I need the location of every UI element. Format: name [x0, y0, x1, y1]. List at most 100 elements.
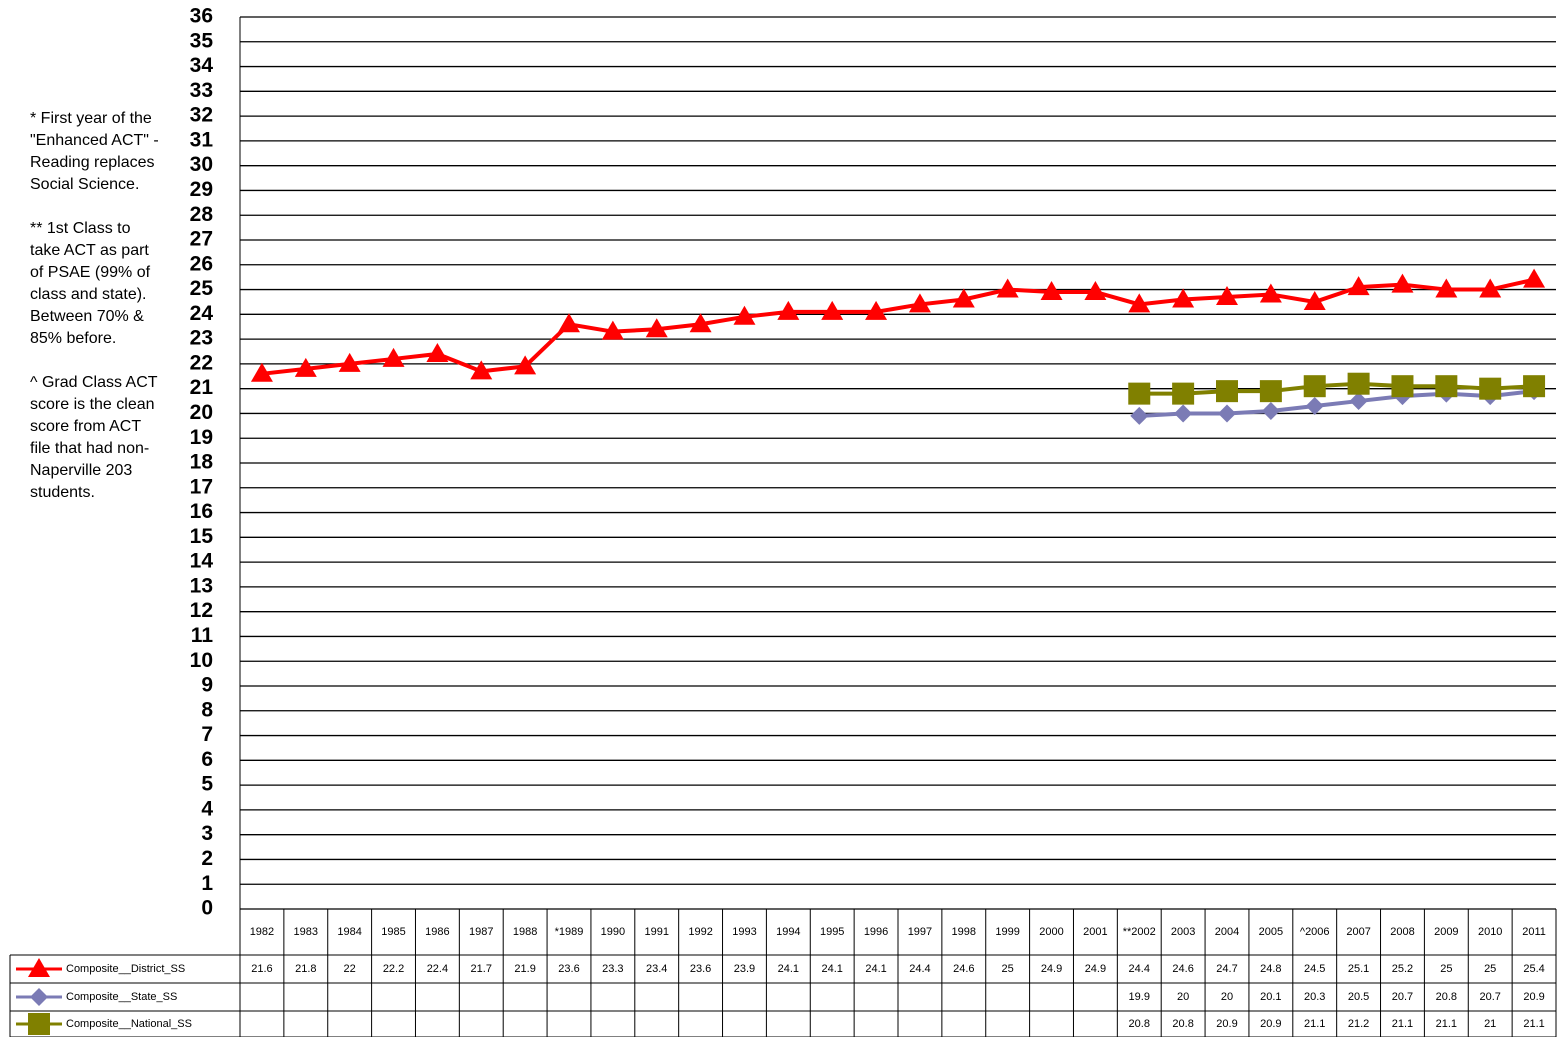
x-tick-label: 1999 — [995, 926, 1019, 938]
marker — [777, 300, 800, 320]
y-tick-label: 24 — [190, 302, 214, 325]
table-value: 24.9 — [1085, 963, 1106, 975]
y-tick-label: 26 — [190, 252, 213, 275]
y-tick-label: 11 — [191, 624, 214, 647]
y-tick-label: 17 — [190, 475, 213, 498]
marker — [996, 278, 1019, 298]
x-tick-label: 2011 — [1522, 926, 1546, 938]
x-tick-label: 2004 — [1215, 926, 1239, 938]
x-tick-label: 1997 — [908, 926, 932, 938]
marker — [1435, 375, 1458, 398]
table-value: 21.1 — [1436, 1018, 1457, 1030]
marker — [1349, 392, 1368, 411]
marker — [689, 313, 712, 333]
y-tick-label: 33 — [190, 79, 213, 102]
y-tick-label: 0 — [201, 897, 213, 920]
table-value: 23.4 — [646, 963, 667, 975]
marker — [1305, 397, 1324, 416]
x-tick-label: 2001 — [1083, 926, 1107, 938]
marker — [1216, 285, 1238, 305]
y-tick-label: 13 — [190, 574, 213, 597]
x-tick-label: 1986 — [425, 926, 449, 938]
y-tick-label: 12 — [190, 599, 213, 622]
marker — [821, 300, 844, 320]
y-tick-label: 31 — [190, 128, 214, 151]
y-tick-label: 15 — [190, 525, 214, 548]
marker — [514, 355, 537, 375]
table-value: 21.9 — [514, 963, 535, 975]
marker — [1040, 281, 1063, 301]
marker — [470, 360, 493, 380]
marker — [1479, 377, 1502, 400]
y-tick-label: 16 — [190, 500, 213, 523]
marker — [1128, 382, 1151, 405]
table-value: 25 — [1484, 963, 1496, 975]
y-tick-label: 23 — [190, 327, 213, 350]
y-tick-label: 2 — [201, 847, 213, 870]
x-tick-label: 1984 — [337, 926, 361, 938]
x-tick-label: *1989 — [555, 926, 584, 938]
marker — [1174, 404, 1193, 423]
notes: * First year of the "Enhanced ACT" - Rea… — [30, 108, 165, 526]
x-tick-label: 2010 — [1478, 926, 1502, 938]
marker — [558, 313, 580, 333]
table-value: 21.1 — [1523, 1018, 1544, 1030]
table-value: 20.9 — [1216, 1018, 1237, 1030]
marker — [1523, 375, 1546, 398]
marker — [1216, 380, 1238, 403]
marker — [601, 320, 624, 340]
table-value: 25 — [1002, 963, 1014, 975]
x-tick-label: 1983 — [294, 926, 318, 938]
x-tick-label: 2003 — [1171, 926, 1195, 938]
table-value: 24.6 — [1172, 963, 1193, 975]
y-tick-label: 27 — [190, 228, 213, 251]
x-tick-label: 1996 — [864, 926, 888, 938]
marker — [733, 305, 756, 325]
y-tick-label: 8 — [201, 698, 213, 721]
marker — [952, 288, 975, 308]
table-value: 22 — [344, 963, 356, 975]
table-value: 25 — [1440, 963, 1452, 975]
y-tick-label: 10 — [190, 649, 213, 672]
table-value: 21.8 — [295, 963, 316, 975]
series-line — [1139, 389, 1535, 418]
table-value: 20.8 — [1129, 1018, 1150, 1030]
table-value: 24.5 — [1304, 963, 1325, 975]
table-value: 23.6 — [558, 963, 579, 975]
legend-label: Composite__National_SS — [66, 1018, 192, 1030]
marker — [1435, 278, 1458, 298]
y-tick-label: 3 — [201, 822, 213, 845]
legend-label: Composite__State_SS — [66, 991, 177, 1003]
y-tick-label: 6 — [201, 748, 213, 771]
y-tick-label: 5 — [201, 773, 213, 796]
x-tick-label: 1994 — [776, 926, 800, 938]
y-tick-label: 4 — [201, 797, 213, 820]
y-tick-label: 21 — [190, 376, 214, 399]
y-tick-label: 36 — [190, 5, 213, 28]
x-tick-label: **2002 — [1123, 926, 1156, 938]
x-tick-label: 1985 — [381, 926, 405, 938]
marker — [1172, 382, 1195, 405]
marker — [908, 293, 931, 313]
marker — [1391, 375, 1414, 398]
marker — [645, 318, 668, 338]
table-value: 25.4 — [1523, 963, 1544, 975]
table-value: 24.8 — [1260, 963, 1281, 975]
table-value: 21 — [1484, 1018, 1496, 1030]
y-tick-label: 35 — [190, 29, 214, 52]
marker — [1347, 372, 1370, 395]
x-tick-label: 1991 — [644, 926, 668, 938]
y-tick-label: 25 — [190, 277, 214, 300]
y-tick-label: 9 — [201, 674, 213, 697]
y-tick-label: 32 — [190, 104, 213, 127]
table-value: 20.7 — [1392, 991, 1413, 1003]
table-value: 24.4 — [1129, 963, 1150, 975]
table-value: 19.9 — [1129, 991, 1150, 1003]
y-tick-label: 19 — [190, 426, 213, 449]
table-value: 22.2 — [383, 963, 404, 975]
note: ** 1st Class to take ACT as part of PSAE… — [30, 220, 151, 347]
note: ^ Grad Class ACT score is the clean scor… — [30, 374, 158, 501]
table-value: 21.6 — [251, 963, 272, 975]
table-value: 22.4 — [427, 963, 448, 975]
